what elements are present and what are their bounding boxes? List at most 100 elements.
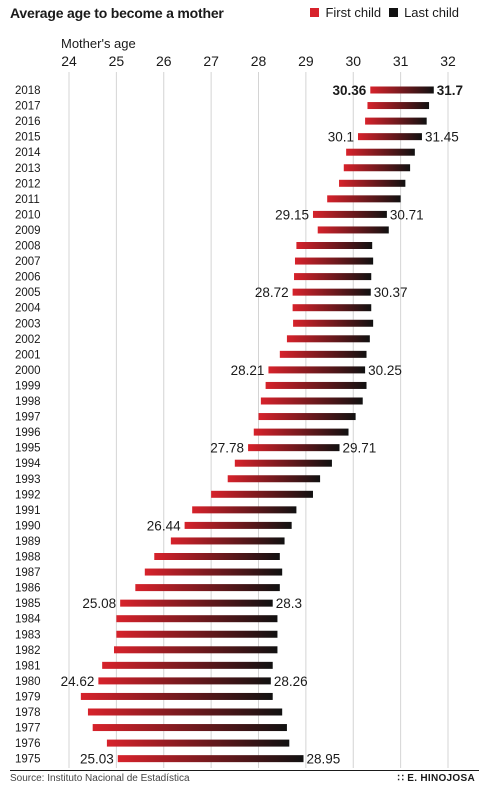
label-first-1990: 26.44 [147, 518, 181, 533]
source-note: Source: Instituto Nacional de Estadístic… [10, 773, 190, 784]
bar-2001 [279, 350, 367, 358]
year-label-2012: 2012 [15, 178, 41, 190]
year-label-1975: 1975 [15, 754, 41, 766]
label-last-2000: 30.25 [368, 363, 402, 378]
credit: ∷ E. HINOJOSA [397, 773, 475, 784]
year-label-1987: 1987 [15, 567, 41, 579]
bar-1983 [116, 630, 278, 638]
label-first-2000: 28.21 [231, 363, 265, 378]
legend-last-swatch [389, 8, 399, 17]
tick-label-31: 31 [393, 53, 409, 69]
tick-label-27: 27 [203, 53, 219, 69]
label-last-1985: 28.3 [276, 596, 302, 611]
bar-2017 [367, 102, 430, 110]
bar-2002 [286, 335, 370, 343]
bar-1985 [120, 599, 273, 607]
bar-1980 [98, 677, 271, 685]
bar-1986 [135, 584, 280, 592]
bar-2008 [296, 242, 373, 249]
bar-2015 [357, 133, 422, 141]
bar-1978 [87, 708, 283, 716]
tick-label-25: 25 [109, 53, 125, 69]
legend-first-label: First child [325, 5, 382, 20]
footer-rule [10, 770, 479, 771]
label-last-1995: 29.71 [343, 441, 377, 456]
year-label-1982: 1982 [15, 645, 41, 657]
bar-1999 [265, 381, 367, 389]
bar-1977 [92, 724, 287, 732]
year-label-1984: 1984 [15, 614, 41, 626]
bar-2003 [293, 319, 374, 327]
bar-1992 [211, 490, 313, 498]
legend-first-swatch [310, 8, 320, 17]
bar-2014 [346, 148, 415, 156]
bar-2000 [268, 366, 366, 374]
label-last-2005: 30.37 [374, 285, 408, 300]
year-label-2008: 2008 [15, 241, 41, 253]
credit-text: E. HINOJOSA [407, 773, 475, 784]
bar-1998 [260, 397, 363, 405]
legend-first-child: First child [310, 5, 381, 20]
bar-2016 [365, 117, 427, 125]
year-label-1977: 1977 [15, 723, 41, 735]
year-label-2005: 2005 [15, 287, 41, 299]
year-label-1980: 1980 [15, 676, 41, 688]
bar-1987 [144, 568, 283, 576]
bar-2010 [312, 210, 387, 218]
year-label-1998: 1998 [15, 396, 41, 408]
label-last-2015: 31.45 [425, 130, 459, 145]
bar-2011 [327, 195, 401, 203]
year-label-1986: 1986 [15, 583, 41, 595]
year-label-2007: 2007 [15, 256, 41, 268]
tick-labels: 24 25 26 27 28 29 30 31 32 [61, 53, 456, 69]
bar-1984 [116, 615, 278, 623]
tick-label-29: 29 [298, 53, 314, 69]
year-label-2015: 2015 [15, 132, 41, 144]
label-last-2018: 31.7 [437, 83, 463, 98]
year-label-1994: 1994 [15, 458, 41, 470]
year-label-1985: 1985 [15, 598, 41, 610]
bar-2013 [343, 164, 411, 172]
bar-1994 [234, 459, 332, 467]
label-first-2005: 28.72 [255, 285, 289, 300]
year-label-1990: 1990 [15, 520, 41, 532]
label-first-2010: 29.15 [275, 207, 309, 222]
year-label-1993: 1993 [15, 474, 41, 486]
chart-title: Average age to become a mother [10, 5, 224, 21]
year-label-1981: 1981 [15, 660, 41, 672]
year-label-2003: 2003 [15, 318, 41, 330]
label-first-1995: 27.78 [210, 441, 244, 456]
bar-2012 [339, 179, 406, 187]
bar-1995 [248, 444, 340, 452]
bar-2005 [292, 288, 371, 296]
bar-1991 [192, 506, 297, 514]
year-label-2011: 2011 [15, 194, 40, 206]
bar-1975 [117, 755, 304, 763]
year-label-2016: 2016 [15, 116, 41, 128]
chart-plot: Mother's age 24 25 26 27 28 29 30 31 32 2018 2017… [15, 36, 463, 768]
bar-1993 [227, 475, 321, 483]
tick-label-30: 30 [345, 53, 361, 69]
bar-1979 [80, 692, 273, 700]
credit-icon: ∷ [397, 773, 405, 784]
bar-2006 [294, 273, 372, 281]
bar-1988 [154, 553, 280, 560]
tick-label-24: 24 [61, 53, 77, 69]
year-label-2009: 2009 [15, 225, 41, 237]
legend-last-child: Last child [389, 5, 459, 20]
bar-2018 [370, 86, 434, 94]
bar-1982 [114, 646, 278, 654]
year-label-1997: 1997 [15, 412, 41, 424]
label-last-2010: 30.71 [390, 207, 424, 222]
label-first-1985: 25.08 [82, 596, 116, 611]
year-label-2006: 2006 [15, 272, 41, 284]
year-label-2001: 2001 [15, 349, 41, 361]
year-label-2004: 2004 [15, 303, 41, 315]
bar-2007 [294, 257, 374, 265]
year-label-1979: 1979 [15, 691, 41, 703]
tick-label-26: 26 [156, 53, 172, 69]
bar-1990 [184, 521, 292, 529]
year-label-2002: 2002 [15, 334, 41, 346]
year-label-1976: 1976 [15, 738, 41, 750]
year-label-1978: 1978 [15, 707, 41, 719]
